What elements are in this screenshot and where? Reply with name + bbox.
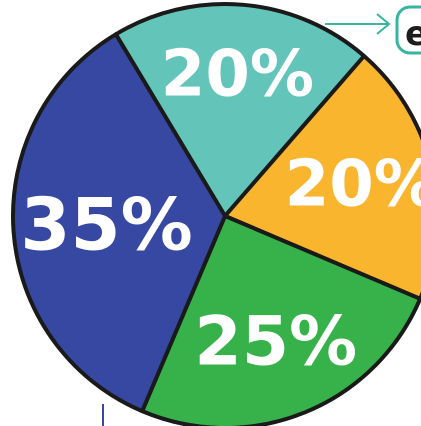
slice-label-4: 35% xyxy=(20,182,192,266)
slice-label-3: 25% xyxy=(194,302,357,381)
slice-label-1: 20% xyxy=(161,38,314,112)
slice-label-2: 20% xyxy=(285,148,421,222)
callout-text: e xyxy=(405,14,421,54)
